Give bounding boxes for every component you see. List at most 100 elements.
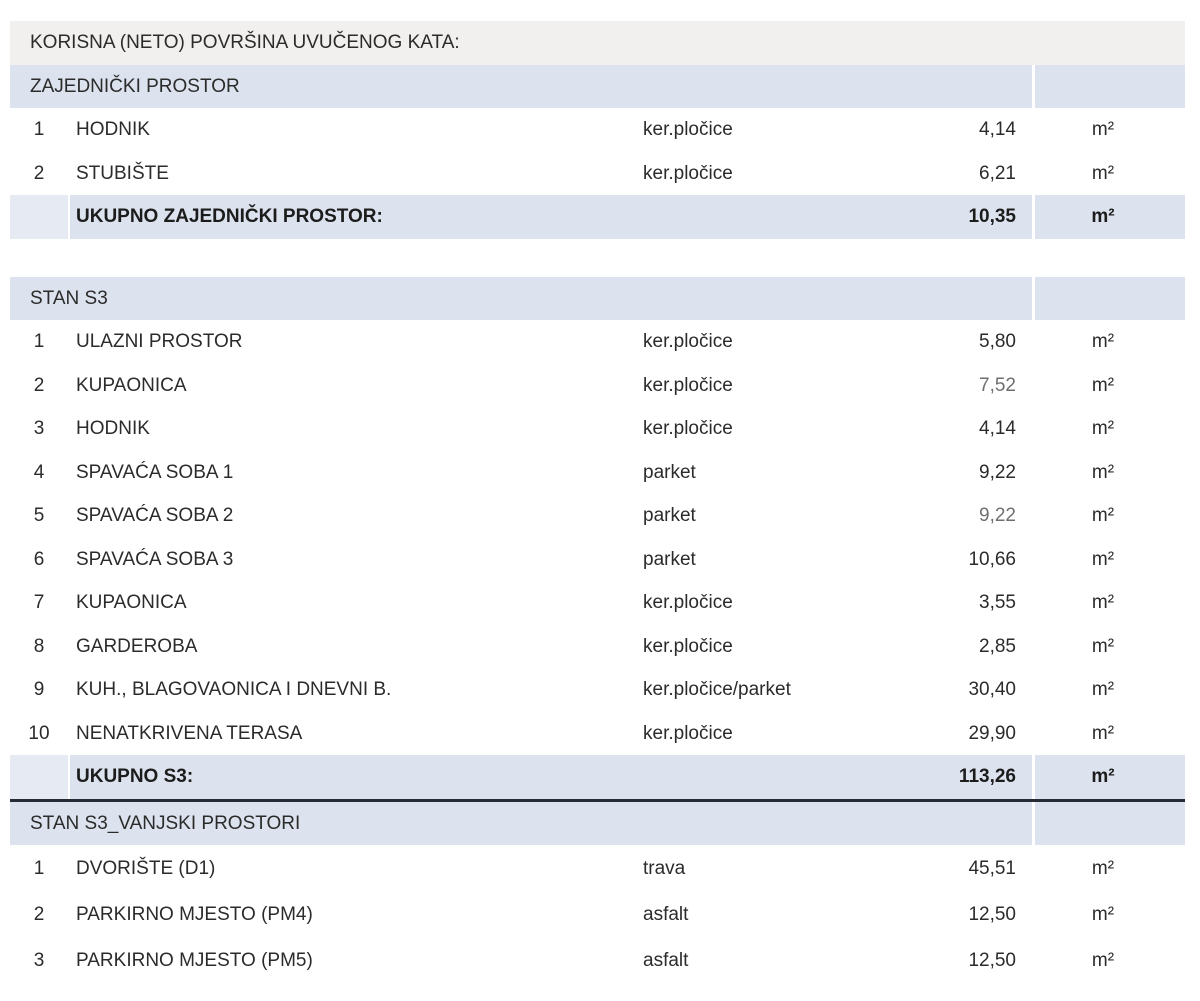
table-row: 9 KUH., BLAGOVAONICA I DNEVNI B. ker.ploči…: [10, 668, 1185, 712]
area-value: 45,51: [968, 857, 1016, 879]
row-number: 2: [33, 162, 45, 184]
material-name: ker.pločice: [643, 374, 733, 396]
area-unit: m²: [1091, 548, 1115, 570]
area-unit: m²: [1091, 903, 1115, 925]
room-name: KUH., BLAGOVAONICA I DNEVNI B.: [76, 679, 392, 701]
area-unit: m²: [1091, 722, 1115, 744]
section-title: STAN S3: [30, 287, 108, 309]
table-row: 3 PARKIRNO MJESTO (PM5) asfalt 12,50 m²: [10, 937, 1185, 983]
material-name: ker.pločice: [643, 592, 733, 614]
row-number: 3: [33, 418, 45, 440]
row-number: 1: [33, 331, 45, 353]
total-value: 10,35: [968, 206, 1016, 228]
area-unit: m²: [1091, 857, 1115, 879]
room-name: HODNIK: [76, 418, 150, 440]
row-number: 6: [33, 548, 45, 570]
area-value: 5,80: [979, 331, 1016, 353]
room-name: STUBIŠTE: [76, 162, 169, 184]
area-unit: m²: [1091, 162, 1115, 184]
table-row: 2 PARKIRNO MJESTO (PM4) asfalt 12,50 m²: [10, 891, 1185, 937]
material-name: parket: [643, 461, 696, 483]
section-title: STAN S3_VANJSKI PROSTORI: [30, 812, 301, 834]
total-number-cell-shade: [10, 755, 70, 799]
row-number: 7: [33, 592, 45, 614]
total-unit: m²: [1091, 206, 1115, 228]
section-divider-rule: [10, 798, 1185, 802]
material-name: trava: [643, 857, 686, 879]
room-name: SPAVAĆA SOBA 3: [76, 548, 234, 570]
material-name: ker.pločice: [643, 722, 733, 744]
total-unit: m²: [1091, 766, 1115, 788]
room-name: PARKIRNO MJESTO (PM5): [76, 949, 313, 971]
area-value: 10,66: [968, 548, 1016, 570]
area-value: 7,52: [979, 374, 1016, 396]
room-name: HODNIK: [76, 119, 150, 141]
table-row: 1 DVORIŠTE (D1) trava 45,51 m²: [10, 845, 1185, 891]
table-sections: ZAJEDNIČKI PROSTOR 1 HODNIK ker.pločice 4,14…: [10, 64, 1185, 984]
area-value: 9,22: [979, 505, 1016, 527]
material-name: ker.pločice: [643, 418, 733, 440]
table-row: 1 HODNIK ker.pločice 4,14 m²: [10, 108, 1185, 152]
area-unit: m²: [1091, 949, 1115, 971]
total-label: UKUPNO ZAJEDNIČKI PROSTOR:: [76, 206, 383, 228]
table-title-row: KORISNA (NETO) POVRŠINA UVUČENOG KATA:: [10, 21, 1185, 65]
area-value: 6,21: [979, 162, 1016, 184]
area-value: 4,14: [979, 418, 1016, 440]
area-table: KORISNA (NETO) POVRŠINA UVUČENOG KATA: Z…: [10, 21, 1185, 983]
material-name: ker.pločice/parket: [643, 679, 791, 701]
section-header-zajednicki: ZAJEDNIČKI PROSTOR: [10, 64, 1185, 108]
material-name: parket: [643, 505, 696, 527]
table-row: 7 KUPAONICA ker.pločice 3,55 m²: [10, 581, 1185, 625]
material-name: asfalt: [643, 903, 689, 925]
room-name: SPAVAĆA SOBA 2: [76, 505, 234, 527]
area-unit: m²: [1091, 635, 1115, 657]
table-row: 3 HODNIK ker.pločice 4,14 m²: [10, 407, 1185, 451]
area-value: 4,14: [979, 119, 1016, 141]
room-name: PARKIRNO MJESTO (PM4): [76, 903, 313, 925]
room-name: NENATKRIVENA TERASA: [76, 722, 303, 744]
area-unit: m²: [1091, 119, 1115, 141]
row-number: 5: [33, 505, 45, 527]
row-number: 9: [33, 679, 45, 701]
area-unit: m²: [1091, 679, 1115, 701]
row-number: 10: [28, 722, 50, 744]
row-number: 4: [33, 461, 45, 483]
area-value: 12,50: [968, 903, 1016, 925]
material-name: asfalt: [643, 949, 689, 971]
table-row: 10 NENATKRIVENA TERASA ker.pločice 29,90 m²: [10, 712, 1185, 756]
table-row: 1 ULAZNI PROSTOR ker.pločice 5,80 m²: [10, 320, 1185, 364]
area-value: 30,40: [968, 679, 1016, 701]
area-unit: m²: [1091, 331, 1115, 353]
room-name: KUPAONICA: [76, 374, 187, 396]
room-name: KUPAONICA: [76, 592, 187, 614]
room-name: SPAVAĆA SOBA 1: [76, 461, 234, 483]
section-gap: [10, 239, 1185, 277]
area-value: 29,90: [968, 722, 1016, 744]
row-number: 1: [33, 119, 45, 141]
total-label: UKUPNO S3:: [76, 766, 194, 788]
table-row: 2 STUBIŠTE ker.pločice 6,21 m²: [10, 152, 1185, 196]
row-number: 1: [33, 857, 45, 879]
total-number-cell-shade: [10, 195, 70, 239]
section-s3: STAN S3 1 ULAZNI PROSTOR ker.pločice 5,80 m² 2…: [10, 276, 1185, 802]
area-value: 9,22: [979, 461, 1016, 483]
column-separator: [1032, 755, 1035, 799]
column-separator: [1032, 195, 1035, 239]
total-value: 113,26: [958, 766, 1016, 788]
table-title: KORISNA (NETO) POVRŠINA UVUČENOG KATA:: [30, 32, 460, 54]
area-unit: m²: [1091, 374, 1115, 396]
material-name: ker.pločice: [643, 162, 733, 184]
material-name: parket: [643, 548, 696, 570]
section-header-s3: STAN S3: [10, 276, 1185, 320]
column-separator: [1032, 64, 1035, 108]
table-row: 4 SPAVAĆA SOBA 1 parket 9,22 m²: [10, 451, 1185, 495]
column-separator: [1032, 276, 1035, 320]
table-row: 6 SPAVAĆA SOBA 3 parket 10,66 m²: [10, 538, 1185, 582]
section-zajednicki: ZAJEDNIČKI PROSTOR 1 HODNIK ker.pločice 4,14…: [10, 64, 1185, 277]
table-row: 8 GARDEROBA ker.pločice 2,85 m²: [10, 625, 1185, 669]
area-unit: m²: [1091, 592, 1115, 614]
material-name: ker.pločice: [643, 331, 733, 353]
material-name: ker.pločice: [643, 119, 733, 141]
room-name: DVORIŠTE (D1): [76, 857, 216, 879]
